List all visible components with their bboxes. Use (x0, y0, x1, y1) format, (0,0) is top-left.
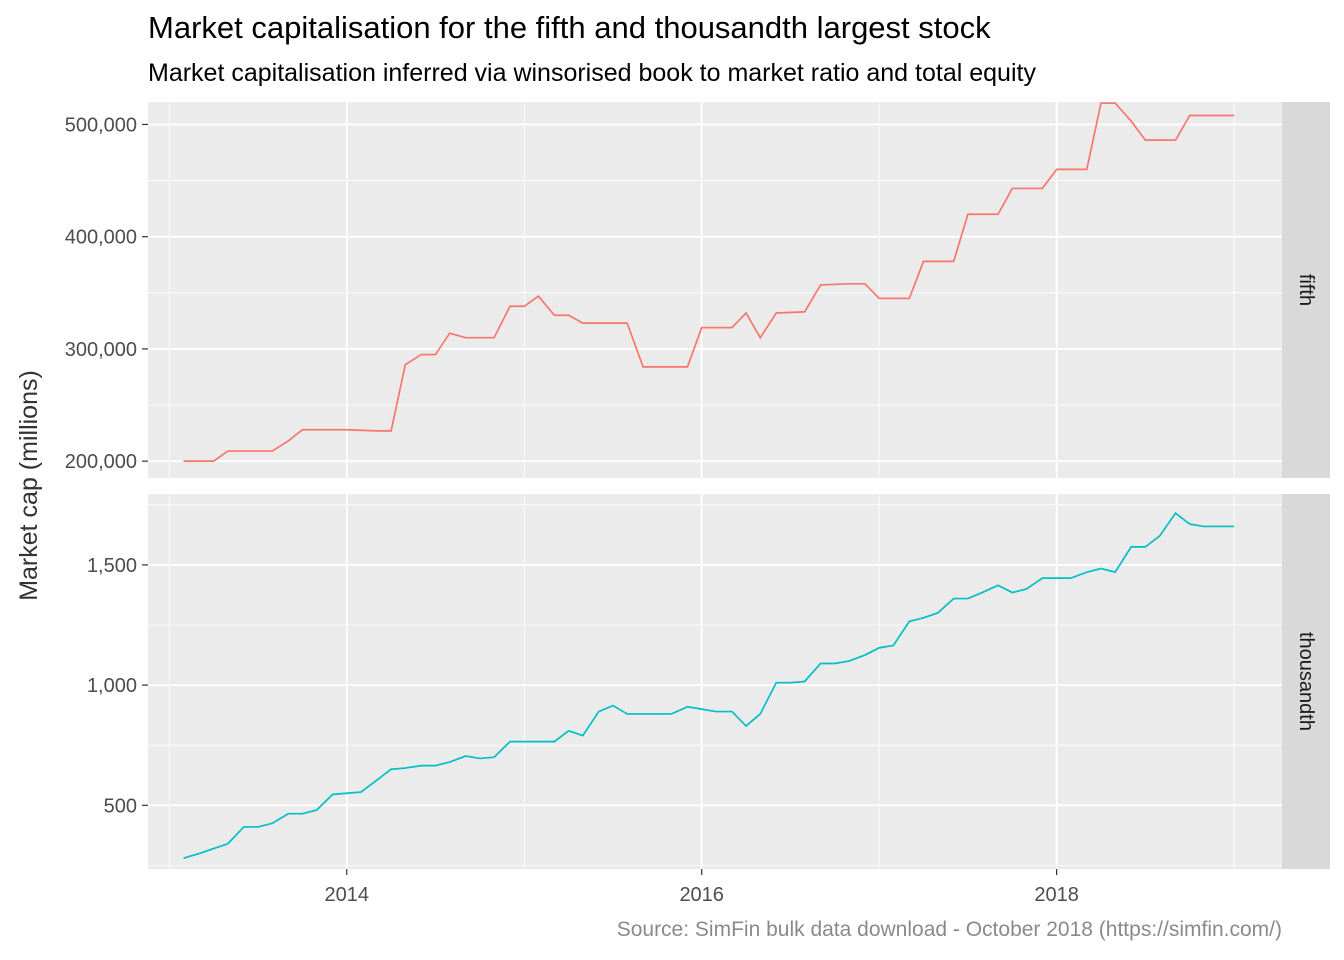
y-tick-label: 500 (104, 795, 137, 817)
facet-strip (1282, 494, 1330, 869)
panel-fifth: 200,000 300,000 400,000 500,000 fifth (65, 102, 1330, 478)
source-caption: Source: SimFin bulk data download - Octo… (616, 918, 1282, 941)
chart-title: Market capitalisation for the fifth and … (148, 10, 991, 45)
facet-strip-label: thousandth (1295, 632, 1317, 731)
x-tick-label: 2018 (1034, 884, 1079, 906)
y-tick-label: 500,000 (65, 114, 137, 136)
y-axis-title: Market cap (millions) (15, 370, 43, 601)
y-tick-label: 400,000 (65, 227, 137, 249)
series-line-thousandth (183, 512, 1235, 859)
facet-strip-label: fifth (1295, 274, 1317, 306)
y-tick-label: 200,000 (65, 451, 137, 473)
facet-strip (1282, 102, 1330, 478)
y-tick-label: 1,000 (87, 675, 137, 697)
panel-background (148, 102, 1282, 478)
panel-background (148, 494, 1282, 869)
y-tick-label: 300,000 (65, 339, 137, 361)
series-line-fifth (183, 102, 1235, 463)
x-tick-label: 2016 (679, 884, 724, 906)
y-tick-label: 1,500 (87, 555, 137, 577)
panel-thousandth: 500 1,000 1,500 thousandth (87, 494, 1330, 869)
x-tick-label: 2014 (325, 884, 370, 906)
chart-subtitle: Market capitalisation inferred via winso… (148, 59, 1036, 87)
